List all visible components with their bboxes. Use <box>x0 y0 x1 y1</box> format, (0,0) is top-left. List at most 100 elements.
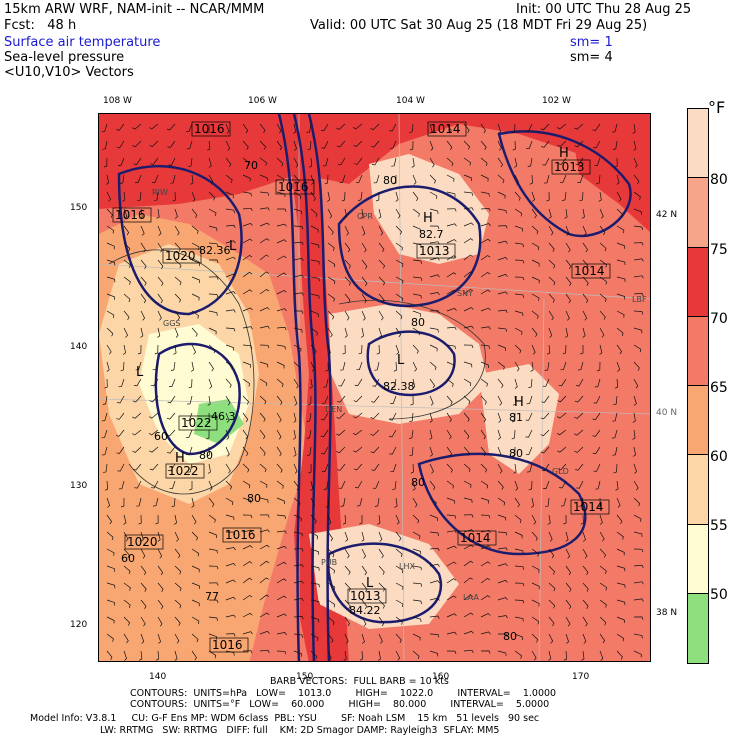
wind-barb <box>191 582 200 589</box>
wind-barb <box>529 174 533 185</box>
wind-barb <box>446 378 454 387</box>
low-marker: L <box>229 239 237 254</box>
wind-barb <box>446 446 453 457</box>
wind-barb <box>355 174 363 183</box>
wind-barb <box>526 140 533 149</box>
wind-barb <box>191 327 198 337</box>
wind-barb <box>633 378 639 389</box>
wind-barb <box>480 480 489 489</box>
wind-barb <box>497 497 506 506</box>
wind-barb <box>497 615 508 619</box>
wind-barb <box>337 463 346 471</box>
wind-barb <box>525 446 533 455</box>
legend-unit: °F <box>708 98 726 117</box>
wind-barb <box>327 310 335 320</box>
wind-barb <box>633 208 642 215</box>
wind-barb <box>157 242 163 253</box>
wind-barb <box>616 582 626 588</box>
wind-barb <box>514 191 521 201</box>
wind-barb <box>293 514 302 522</box>
wind-barb <box>446 395 453 405</box>
station-label: LBF <box>632 295 647 304</box>
station-label: GGS <box>163 319 180 328</box>
bottom-tick-160: 160 <box>432 672 450 682</box>
wind-barb <box>633 395 637 406</box>
wind-barb <box>371 395 380 403</box>
wind-barb <box>208 548 218 554</box>
wind-barb <box>118 378 125 388</box>
wind-barb <box>429 531 440 536</box>
wind-barb <box>497 579 508 584</box>
wind-barb <box>395 259 404 267</box>
wind-barb <box>208 616 218 621</box>
wind-barb <box>378 225 384 236</box>
wind-barb <box>169 480 176 490</box>
wind-barb <box>446 140 453 151</box>
wind-barb <box>133 378 142 387</box>
boundary-co-ks <box>538 298 545 661</box>
forecast-hour: Fcst: 48 h <box>4 18 77 33</box>
wind-barb <box>259 288 270 295</box>
wind-barb <box>118 480 125 490</box>
wind-barb <box>310 225 319 233</box>
wind-barb <box>378 259 386 269</box>
wind-barb <box>612 412 618 422</box>
wind-barb <box>361 633 365 644</box>
wind-barb <box>187 463 193 473</box>
wind-barb <box>338 480 346 489</box>
wind-barb <box>187 395 193 405</box>
wind-barb <box>276 463 283 473</box>
wind-barb <box>408 429 414 439</box>
wind-barb <box>259 271 269 278</box>
wind-barb <box>293 274 304 278</box>
wind-barb <box>548 548 555 559</box>
wind-barb <box>446 650 457 655</box>
top-tick-102w: 102 W <box>542 96 571 106</box>
wind-barb <box>259 222 270 227</box>
wind-barb <box>463 288 474 295</box>
wind-barb <box>497 361 505 370</box>
wind-barb <box>174 650 178 661</box>
wind-barb <box>514 361 520 372</box>
wind-barb <box>361 242 367 253</box>
wind-barb <box>242 631 253 635</box>
wind-barb <box>157 276 164 286</box>
station-label: CPR <box>357 212 373 221</box>
wind-barb <box>344 225 349 236</box>
wind-barb <box>208 157 212 168</box>
wind-barb <box>412 497 418 508</box>
temp-label: 80 <box>383 174 397 187</box>
wind-barb <box>259 514 270 518</box>
wind-barb <box>412 259 423 264</box>
wind-barb <box>208 174 214 185</box>
wind-barb <box>596 174 601 185</box>
wind-barb <box>225 224 236 229</box>
wind-barb <box>497 225 508 229</box>
wind-barb <box>412 225 421 233</box>
wind-barb <box>140 327 144 338</box>
wind-barb <box>242 254 253 261</box>
wind-barb <box>593 395 601 404</box>
wind-barb <box>259 254 269 261</box>
wind-barb <box>616 242 625 249</box>
wind-barb <box>514 208 523 217</box>
wind-barb <box>480 271 491 278</box>
wind-barb <box>548 582 556 592</box>
wind-barb <box>599 599 607 608</box>
wind-barb <box>540 123 550 131</box>
wind-barb <box>580 514 584 525</box>
wind-barb <box>446 463 453 473</box>
wind-barb <box>106 633 114 642</box>
wind-barb <box>514 276 525 281</box>
wind-barb <box>106 548 115 556</box>
wind-barb <box>191 191 196 202</box>
wind-barb <box>310 531 319 540</box>
wind-barb <box>140 565 147 576</box>
wind-barb <box>498 633 508 637</box>
model-info-physics: LW: RRTMG SW: RRTMG DIFF: full KM: 2D Sm… <box>100 725 500 736</box>
legend-label-75: 75 <box>710 242 728 258</box>
wind-barb <box>166 412 176 420</box>
wind-barb <box>106 650 113 660</box>
wind-barb <box>412 531 421 539</box>
wind-barb <box>116 412 125 420</box>
